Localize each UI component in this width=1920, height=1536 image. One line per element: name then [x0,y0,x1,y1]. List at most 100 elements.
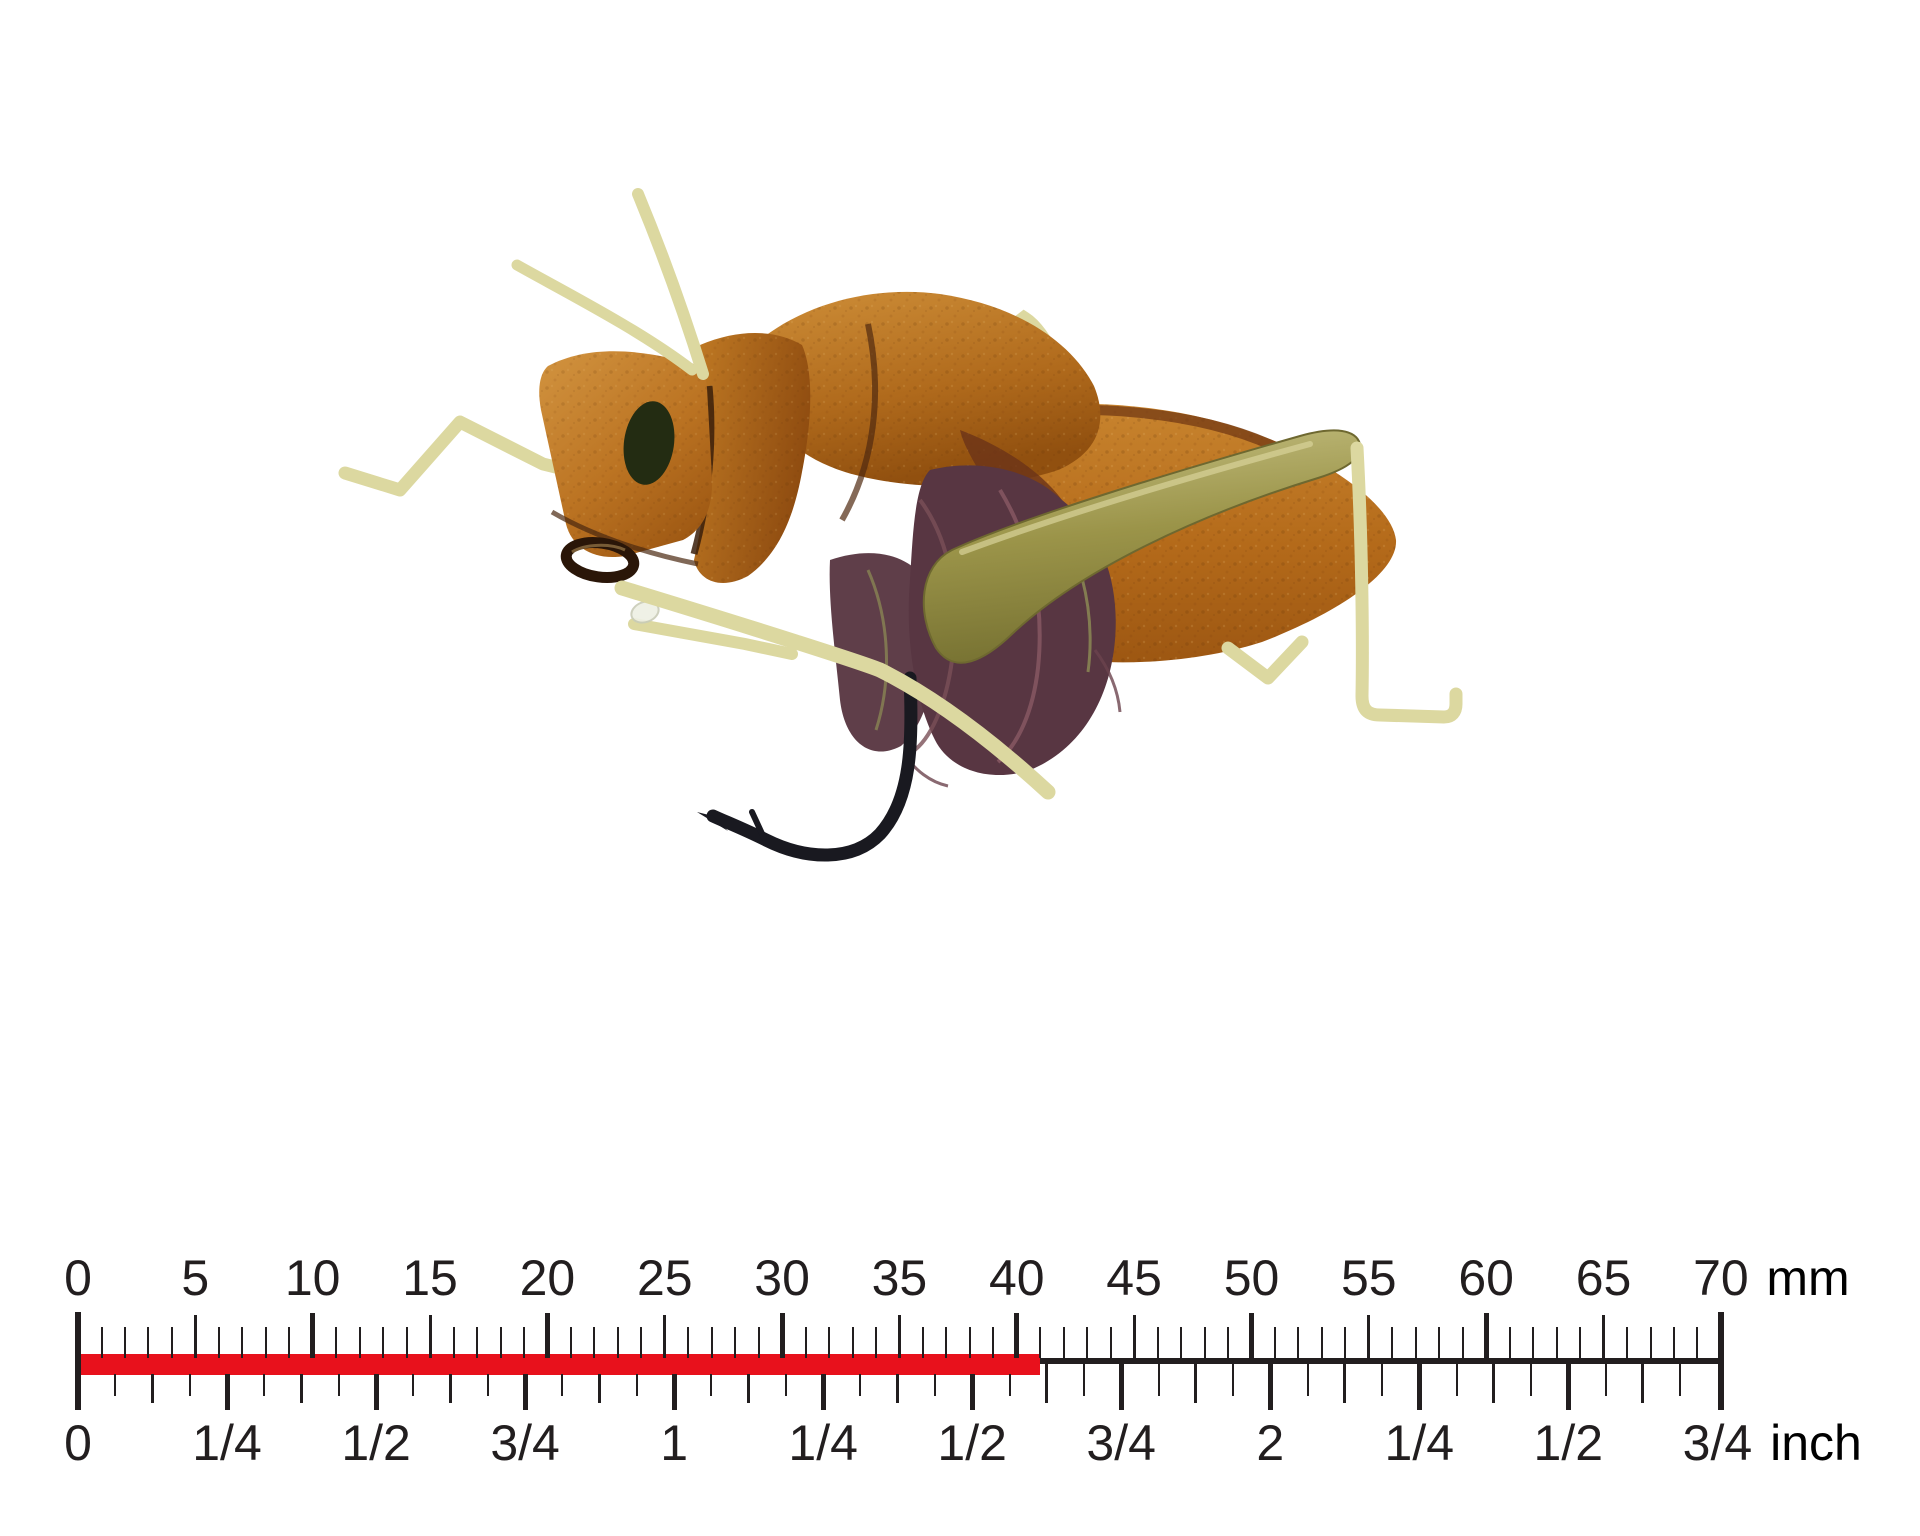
inch-tick-sixteenth [263,1374,266,1396]
measure-bar-red [75,1354,1040,1375]
inch-label: 1/2 [341,1415,411,1471]
mm-tick-half [193,1315,197,1358]
mm-tick-half [1367,1315,1371,1358]
mm-tick-minor [100,1327,103,1358]
inch-tick-sixteenth [1679,1361,1682,1396]
inch-label: 3/4 [490,1415,560,1471]
mm-label: 65 [1575,1250,1632,1306]
mm-tick-minor [757,1327,760,1358]
mm-tick-minor [335,1327,338,1358]
mm-tick-minor [968,1327,971,1358]
fly-mid-leg [614,580,1056,800]
mm-tick-half [663,1315,667,1358]
fly-foot-far [1221,635,1309,685]
inch-label: 0 [64,1415,92,1471]
mm-label: 30 [754,1250,810,1306]
mm-tick-minor [1696,1327,1699,1358]
mm-tick-minor [358,1327,361,1358]
inch-tick-quarter [224,1374,230,1410]
inch-label: 3/4 [1086,1415,1156,1471]
mm-label: 25 [636,1250,693,1306]
inch-label: 3/4 [1682,1415,1753,1471]
inch-label: 1/2 [1533,1415,1604,1471]
mm-label: 60 [1458,1250,1514,1306]
fly-thorax-seam [839,323,879,522]
mm-tick-minor [452,1327,455,1358]
mm-tick-minor [1274,1327,1276,1358]
inch-label: 1/4 [1384,1415,1455,1471]
inch-label: 1/4 [788,1415,858,1471]
mm-tick-minor [1438,1327,1441,1358]
fly-illustration [338,188,1463,862]
mm-tick-major [1014,1313,1020,1358]
fly-hook-bend [706,671,918,862]
inch-tick-sixteenth [337,1374,340,1396]
inch-tick-sixteenth [1604,1361,1607,1396]
mm-tick-minor [921,1327,924,1358]
mm-tick-minor [123,1327,126,1358]
fly-hook-barb [749,809,767,841]
fly-hind-tibia [1350,441,1463,724]
inch-tick-eighth [1194,1361,1198,1403]
inch-tick-sixteenth [1306,1361,1309,1396]
mm-tick-minor [1344,1327,1347,1358]
mm-tick-minor [217,1327,220,1358]
inch-tick-eighth [151,1374,154,1403]
mm-tick-minor [1414,1327,1417,1358]
mm-tick-minor [1297,1327,1300,1358]
inch-tick-sixteenth [1530,1361,1533,1396]
inch-tick-sixteenth [561,1374,564,1396]
inch-tick-eighth [598,1374,602,1403]
mm-tick-minor [945,1327,948,1358]
mm-tick-minor [1039,1327,1042,1358]
mm-tick-minor [1508,1327,1511,1358]
inch-tick-quarter [373,1374,379,1410]
mm-tick-minor [499,1327,502,1358]
mm-tick-minor [640,1327,643,1358]
mm-tick-minor [1555,1327,1558,1358]
inch-tick-eighth [1492,1361,1496,1403]
fly-hind-femur-highlight [959,441,1313,555]
mm-tick-minor [382,1327,385,1358]
mm-tick-minor [522,1327,525,1358]
mm-tick-minor [241,1327,244,1358]
fly-hind-leg [922,429,1463,724]
inch-label: 1/4 [192,1415,262,1471]
fly-antenna-right [632,188,709,380]
mm-tick-minor [1062,1327,1065,1358]
inch-tick-eighth [747,1374,751,1403]
inch-tick-sixteenth [635,1374,638,1396]
fly-droplet [630,600,660,624]
fly-head-crease [550,509,699,567]
mm-label: 20 [519,1250,576,1306]
mm-tick-half [428,1315,432,1358]
mm-tick-minor [1579,1327,1582,1358]
inch-tick-sixteenth [1008,1374,1011,1396]
inch-tick-eighth [1641,1361,1645,1403]
mm-label: 15 [402,1250,458,1306]
inch-label: 1 [660,1415,688,1471]
mm-tick-minor [734,1327,737,1358]
mm-tick-minor [170,1327,173,1358]
mm-tick-half [1602,1315,1605,1358]
mm-tick-end [1717,1312,1724,1410]
inch-tick-sixteenth [1232,1361,1234,1396]
mm-tick-minor [1320,1327,1323,1358]
mm-tick-minor [616,1327,619,1358]
mm-tick-minor [1180,1327,1183,1358]
mm-tick-minor [992,1327,995,1358]
mm-label: 40 [988,1250,1045,1306]
mm-label: 70 [1693,1250,1749,1306]
mm-tick-minor [1391,1327,1394,1358]
mm-tick-minor [264,1327,267,1358]
inch-tick-sixteenth [1157,1361,1160,1396]
inch-label: 2 [1256,1415,1285,1471]
mm-tick-half [897,1315,901,1358]
mm-tick-major [1483,1313,1489,1358]
mm-tick-minor [828,1327,830,1358]
mm-tick-minor [1086,1327,1089,1358]
fly-hook-eye [560,537,640,583]
inch-tick-sixteenth [1083,1361,1085,1396]
mm-label: 10 [284,1250,341,1306]
mm-tick-major [310,1313,316,1358]
